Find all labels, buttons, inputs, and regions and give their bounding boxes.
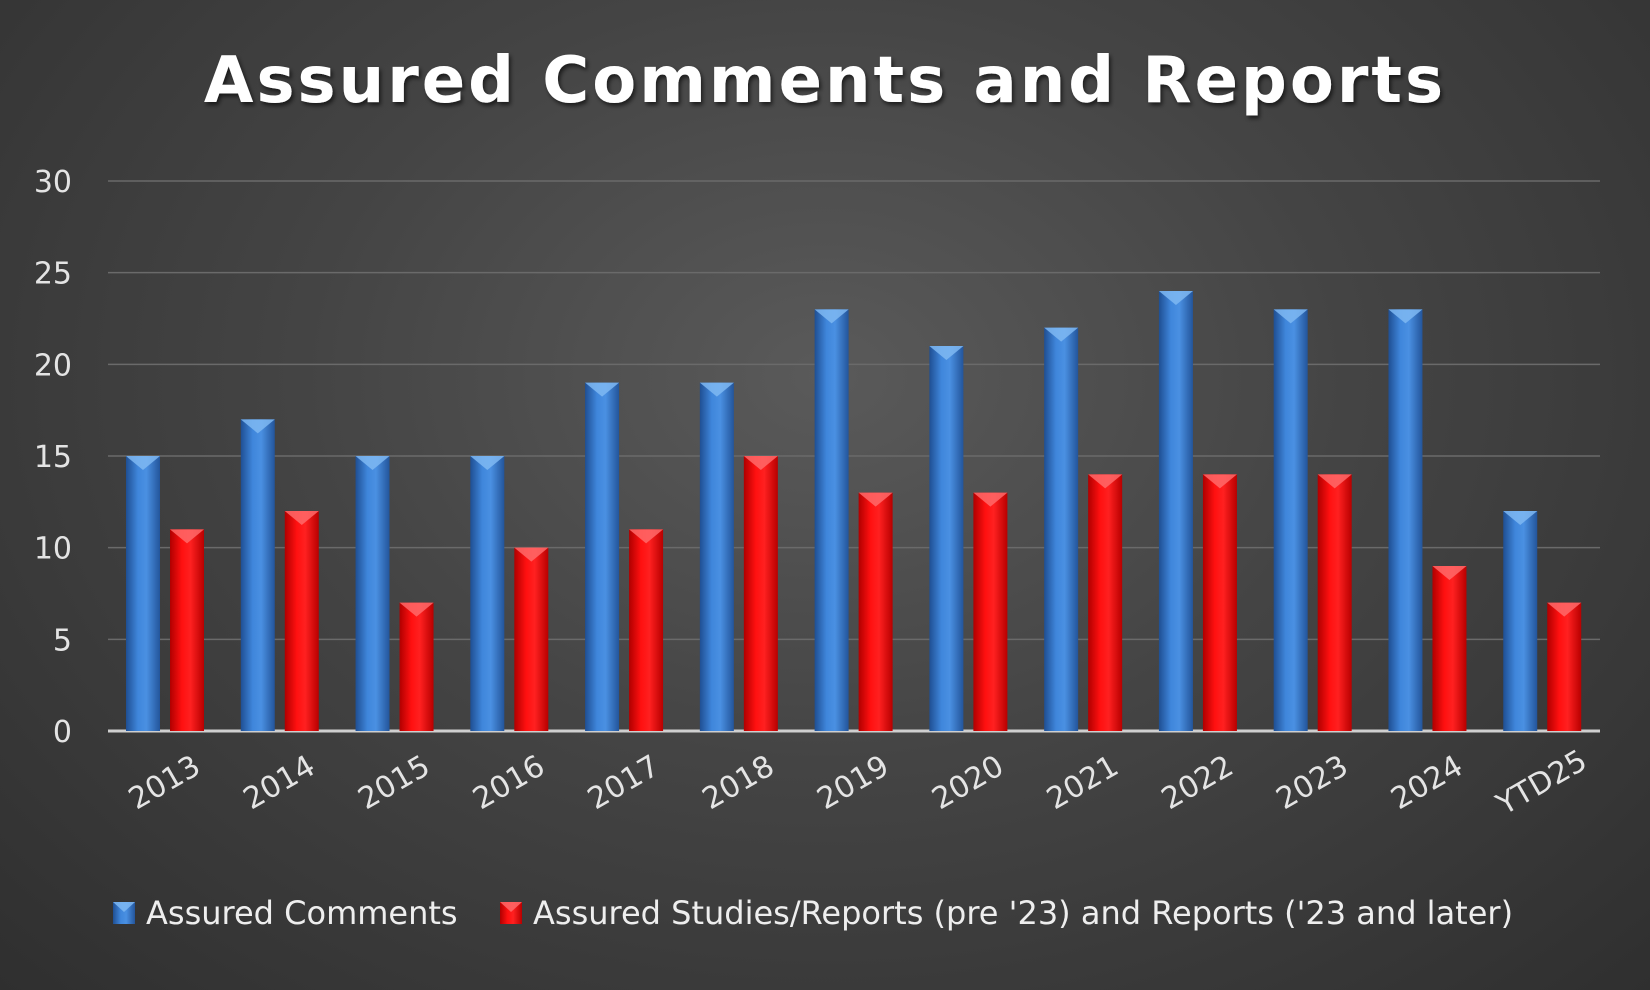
bar-assured-comments-2019 xyxy=(814,309,849,731)
bar-cap xyxy=(629,529,664,544)
x-tick-label: 2021 xyxy=(1041,749,1125,817)
bar-cap xyxy=(240,419,275,434)
bar-cap xyxy=(1044,327,1079,342)
y-tick-label: 10 xyxy=(34,532,72,567)
bar-cap xyxy=(470,456,505,470)
bar-cap xyxy=(170,529,204,544)
legend-swatch-assured-reports xyxy=(500,902,522,924)
bar-assured-reports-2024 xyxy=(1432,566,1467,731)
bar-cap xyxy=(699,382,734,397)
bar-assured-comments-ytd25 xyxy=(1503,511,1538,731)
bar-assured-reports-2019 xyxy=(858,492,893,731)
x-tick-label: 2020 xyxy=(926,749,1010,817)
bar-cap xyxy=(585,382,620,397)
y-tick-label: 25 xyxy=(34,257,72,292)
chart-title: Assured Comments and Reports xyxy=(204,44,1446,118)
bars-layer xyxy=(126,291,1582,731)
x-axis: 2013 2014 2015 2016 2017 2018 2019 2020 2021 2022… xyxy=(123,743,1593,823)
x-tick-label: 2024 xyxy=(1385,749,1469,817)
bar-cap xyxy=(399,602,434,617)
bar-cap xyxy=(126,456,160,470)
bar-cap xyxy=(1547,602,1582,617)
bar-assured-comments-2024 xyxy=(1388,309,1423,731)
bar-cap xyxy=(929,346,964,360)
bar-assured-comments-2023 xyxy=(1273,309,1308,731)
legend-swatch-cap xyxy=(500,902,522,912)
bar-assured-reports-2023 xyxy=(1317,474,1352,731)
bar-assured-reports-2015 xyxy=(399,602,434,731)
bar-cap xyxy=(858,492,893,507)
bar-cap xyxy=(1202,474,1237,489)
bar-assured-comments-2020 xyxy=(929,346,964,731)
x-tick-label: 2015 xyxy=(352,749,436,817)
y-tick-label: 0 xyxy=(53,715,72,750)
bar-assured-comments-2014 xyxy=(240,419,275,731)
bar-cap xyxy=(1432,566,1467,580)
bar-assured-reports-2016 xyxy=(514,547,549,731)
x-tick-label: 2014 xyxy=(238,749,322,817)
bar-assured-comments-2018 xyxy=(699,382,734,731)
bar-assured-reports-ytd25 xyxy=(1547,602,1582,731)
y-axis: 0 5 10 15 20 25 30 xyxy=(34,165,72,750)
legend-swatch-assured-comments xyxy=(113,902,135,924)
x-tick-label: 2017 xyxy=(582,749,666,817)
bar-cap xyxy=(1088,474,1123,489)
bar-assured-comments-2022 xyxy=(1158,291,1193,731)
y-tick-label: 5 xyxy=(53,623,72,658)
x-tick-label: 2019 xyxy=(811,749,895,817)
bar-cap xyxy=(814,309,849,324)
bar-assured-reports-2020 xyxy=(973,492,1008,731)
bar-assured-comments-2017 xyxy=(585,382,620,731)
x-tick-label: 2023 xyxy=(1271,749,1355,817)
y-tick-label: 30 xyxy=(34,165,72,200)
bar-cap xyxy=(1388,309,1423,324)
y-tick-label: 15 xyxy=(34,440,72,475)
legend: Assured Comments Assured Studies/Reports … xyxy=(113,894,1513,932)
bar-cap xyxy=(1317,474,1352,489)
x-tick-label: YTD25 xyxy=(1490,743,1593,823)
bar-assured-reports-2021 xyxy=(1088,474,1123,731)
bar-cap xyxy=(1503,511,1538,525)
bar-cap xyxy=(514,547,549,562)
bar-assured-reports-2017 xyxy=(629,529,664,731)
x-tick-label: 2022 xyxy=(1156,749,1240,817)
y-tick-label: 20 xyxy=(34,348,72,383)
bar-assured-reports-2022 xyxy=(1202,474,1237,731)
bar-assured-comments-2021 xyxy=(1044,327,1079,731)
x-tick-label: 2018 xyxy=(697,749,781,817)
bar-assured-reports-2018 xyxy=(743,456,778,731)
bar-assured-comments-2015 xyxy=(355,456,390,731)
grid-layer xyxy=(108,180,1600,733)
bar-cap xyxy=(1158,291,1193,305)
legend-label-assured-reports: Assured Studies/Reports (pre '23) and Re… xyxy=(533,894,1513,932)
bar-cap xyxy=(284,511,319,525)
legend-label-assured-comments: Assured Comments xyxy=(146,894,458,932)
bar-cap xyxy=(743,456,778,470)
legend-swatch-cap xyxy=(113,902,135,912)
bar-cap xyxy=(973,492,1008,507)
bar-assured-comments-2016 xyxy=(470,456,505,731)
bar-assured-comments-2013 xyxy=(126,456,160,731)
bar-cap xyxy=(355,456,390,470)
x-tick-label: 2013 xyxy=(123,749,207,817)
x-tick-label: 2016 xyxy=(467,749,551,817)
bar-assured-reports-2013 xyxy=(170,529,204,731)
bar-assured-reports-2014 xyxy=(284,511,319,731)
bar-cap xyxy=(1273,309,1308,324)
